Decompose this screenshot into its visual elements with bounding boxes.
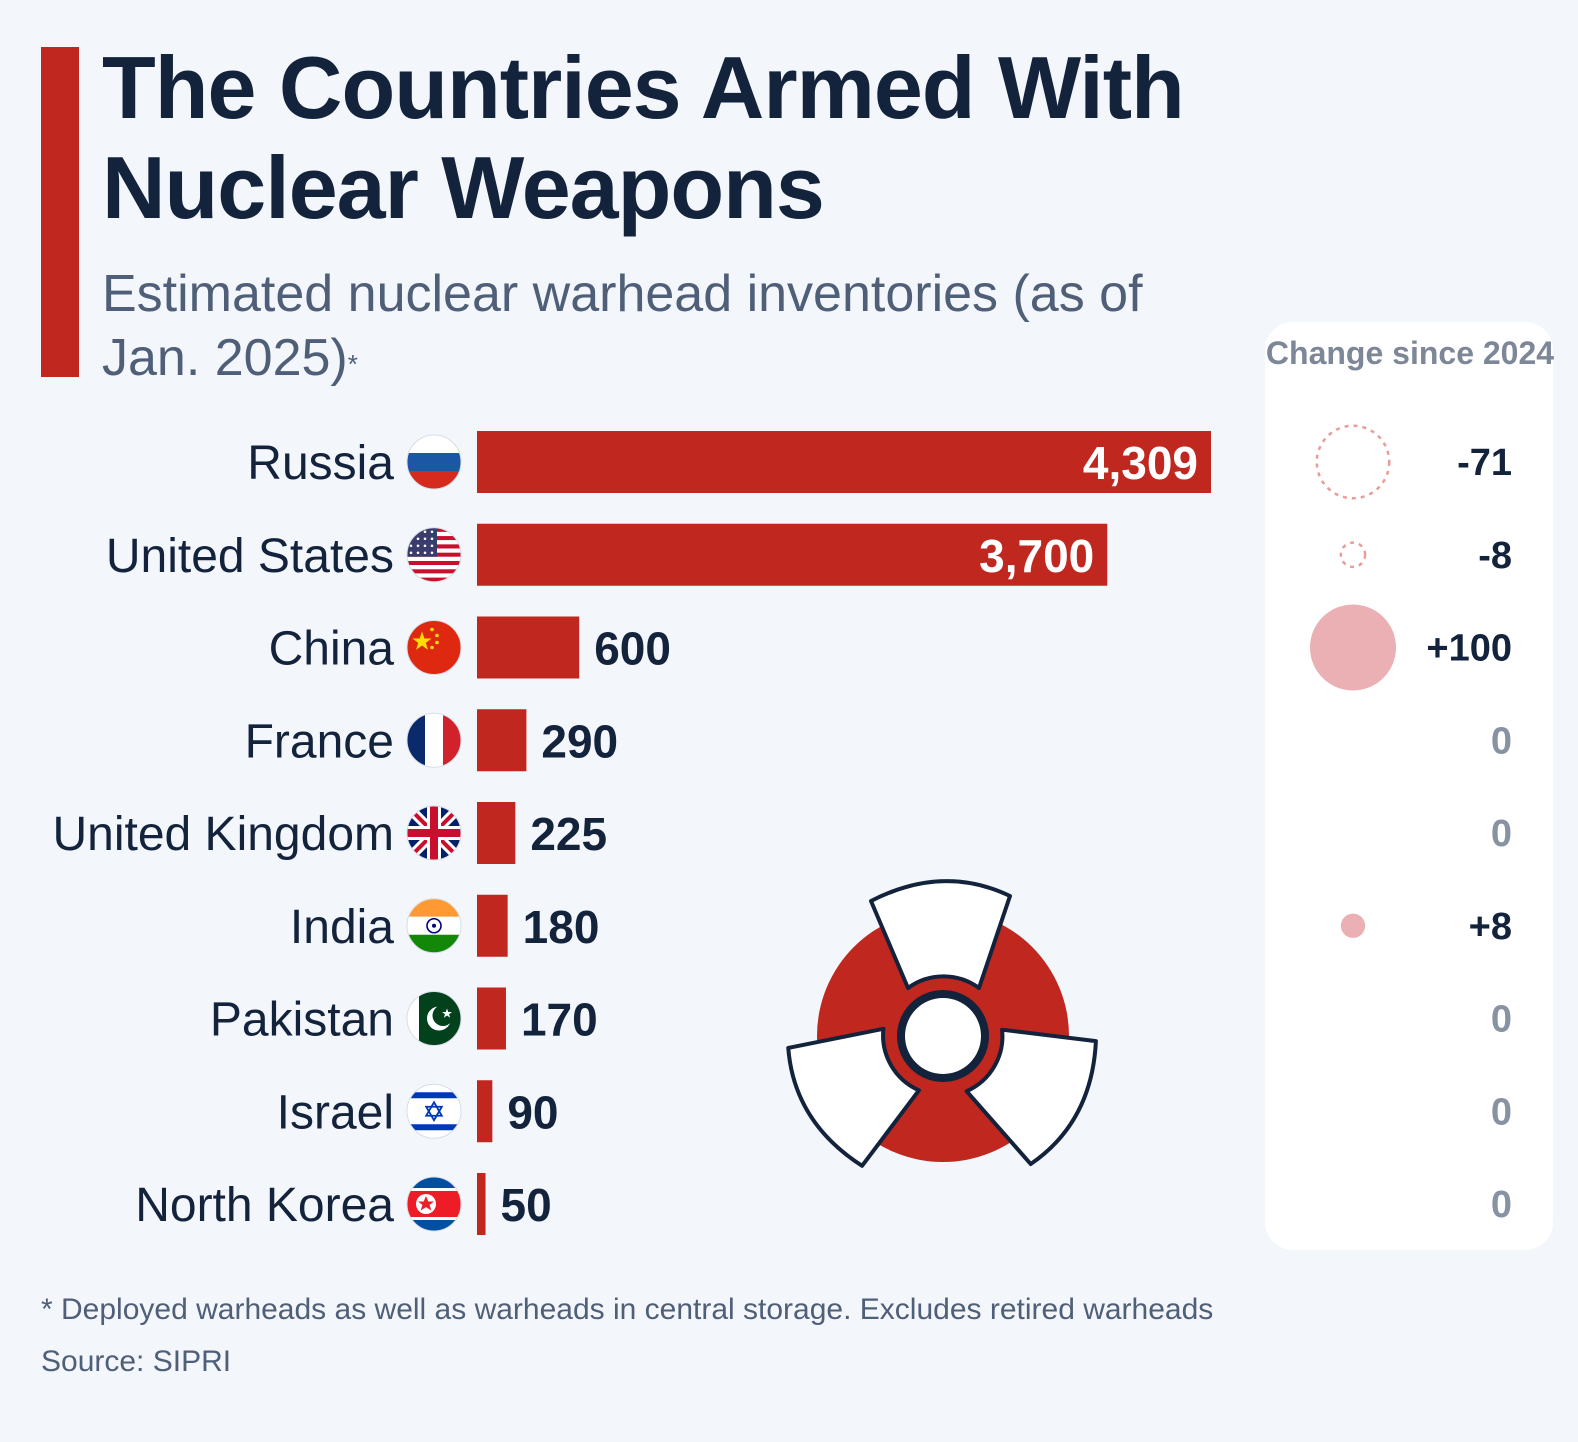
bar-france bbox=[477, 709, 527, 772]
category-label-france: France bbox=[245, 715, 394, 768]
change-label-russia: -71 bbox=[1457, 442, 1512, 484]
category-label-united-kingdom: United Kingdom bbox=[52, 808, 394, 861]
value-label-united-states: 3,700 bbox=[979, 530, 1094, 582]
russia-flag-icon bbox=[406, 434, 462, 490]
category-label-north-korea: North Korea bbox=[135, 1179, 394, 1232]
change-bubble-united-states bbox=[1339, 541, 1367, 569]
bar-united-kingdom bbox=[477, 802, 516, 864]
bar-north-korea bbox=[477, 1173, 486, 1235]
subtitle-asterisk: * bbox=[347, 349, 358, 379]
change-bubble-russia bbox=[1315, 424, 1391, 500]
category-label-pakistan: Pakistan bbox=[210, 994, 394, 1047]
change-label-france: 0 bbox=[1491, 720, 1512, 762]
value-label-north-korea: 50 bbox=[501, 1179, 552, 1231]
change-label-united-kingdom: 0 bbox=[1491, 813, 1512, 855]
radiation-trefoil-icon bbox=[786, 879, 1098, 1168]
value-label-russia: 4,309 bbox=[1083, 437, 1198, 489]
value-label-france: 290 bbox=[541, 715, 618, 767]
pakistan-flag-icon bbox=[406, 991, 462, 1046]
change-label-north-korea: 0 bbox=[1491, 1184, 1512, 1226]
change-label-israel: 0 bbox=[1491, 1091, 1512, 1133]
subtitle-text: Estimated nuclear warhead inventories (a… bbox=[102, 265, 1143, 387]
value-label-united-kingdom: 225 bbox=[530, 808, 607, 860]
value-label-pakistan: 170 bbox=[521, 994, 598, 1046]
category-label-united-states: United States bbox=[106, 530, 394, 583]
change-bubble-china bbox=[1310, 604, 1396, 691]
value-label-china: 600 bbox=[594, 623, 671, 675]
category-label-india: India bbox=[290, 901, 394, 954]
france-flag-icon bbox=[406, 712, 462, 768]
change-label-united-states: -8 bbox=[1478, 535, 1512, 577]
category-label-israel: Israel bbox=[277, 1086, 394, 1139]
china-flag-icon bbox=[406, 620, 462, 675]
value-label-india: 180 bbox=[523, 901, 600, 953]
footnote: * Deployed warheads as well as warheads … bbox=[41, 1293, 1214, 1326]
chart-subtitle: Estimated nuclear warhead inventories (a… bbox=[102, 262, 1202, 390]
change-panel-header: Change since 2024 bbox=[1265, 335, 1555, 371]
category-label-china: China bbox=[269, 623, 395, 676]
change-label-china: +100 bbox=[1426, 628, 1512, 670]
change-label-india: +8 bbox=[1469, 906, 1512, 948]
bar-pakistan bbox=[477, 987, 506, 1050]
bar-israel bbox=[477, 1080, 493, 1143]
bar-china bbox=[477, 616, 580, 679]
india-flag-icon bbox=[406, 898, 462, 954]
uk-flag-icon bbox=[406, 805, 462, 861]
usa-flag-icon bbox=[406, 527, 462, 583]
bar-united-states bbox=[477, 523, 1108, 586]
israel-flag-icon bbox=[406, 1083, 462, 1139]
bar-russia bbox=[477, 431, 1211, 493]
change-label-pakistan: 0 bbox=[1491, 999, 1512, 1041]
bar-india bbox=[477, 894, 508, 957]
change-panel bbox=[1265, 322, 1553, 1250]
title-accent-bar bbox=[41, 47, 79, 377]
change-bubble-india bbox=[1340, 913, 1366, 938]
chart-title: The Countries Armed With Nuclear Weapons bbox=[102, 38, 1185, 237]
value-label-israel: 90 bbox=[507, 1086, 558, 1138]
source: Source: SIPRI bbox=[41, 1345, 232, 1378]
north-korea-flag-icon bbox=[406, 1176, 462, 1232]
category-label-russia: Russia bbox=[247, 437, 394, 490]
